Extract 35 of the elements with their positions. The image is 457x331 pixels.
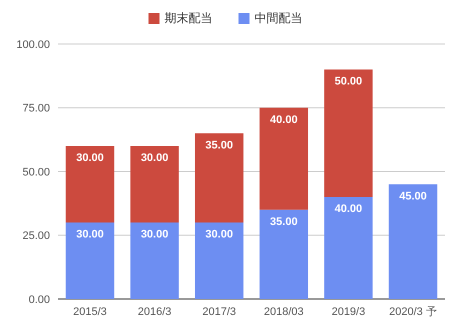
x-tick-label: 2019/3	[332, 306, 366, 318]
x-tick-label: 2016/3	[138, 306, 172, 318]
bar	[66, 146, 114, 222]
data-label: 35.00	[205, 139, 233, 152]
data-label: 30.00	[140, 228, 168, 240]
x-tick-label: 2018/03	[264, 306, 304, 318]
y-tick-label: 25.00	[22, 230, 50, 242]
x-tick-label: 2020/3 予	[389, 306, 437, 318]
y-tick-label: 50.00	[22, 166, 50, 178]
data-label: 50.00	[334, 76, 362, 88]
bar	[194, 222, 244, 299]
y-tick-label: 75.00	[22, 102, 50, 115]
data-label: 40.00	[334, 203, 362, 215]
bar	[260, 108, 308, 210]
legend-label: 中間配当	[254, 11, 302, 25]
bar	[194, 133, 244, 222]
bar	[388, 184, 438, 299]
y-tick-label: 0.00	[28, 294, 50, 306]
y-tick-label: 100.00	[16, 38, 50, 51]
legend-label: 期末配当	[164, 11, 212, 25]
bar	[324, 70, 373, 197]
bar	[66, 222, 114, 299]
data-label: 30.00	[76, 228, 104, 240]
bar	[260, 210, 308, 299]
data-label: 30.00	[140, 152, 168, 164]
x-tick-label: 2017/3	[202, 306, 236, 318]
x-tick-label: 2015/3	[73, 306, 107, 318]
data-label: 35.00	[270, 216, 298, 228]
data-label: 45.00	[399, 190, 427, 202]
data-label: 40.00	[270, 114, 298, 126]
bar	[130, 146, 179, 222]
bar	[130, 222, 179, 299]
data-label: 30.00	[76, 152, 104, 164]
bar	[324, 197, 373, 299]
data-label: 30.00	[205, 228, 233, 240]
